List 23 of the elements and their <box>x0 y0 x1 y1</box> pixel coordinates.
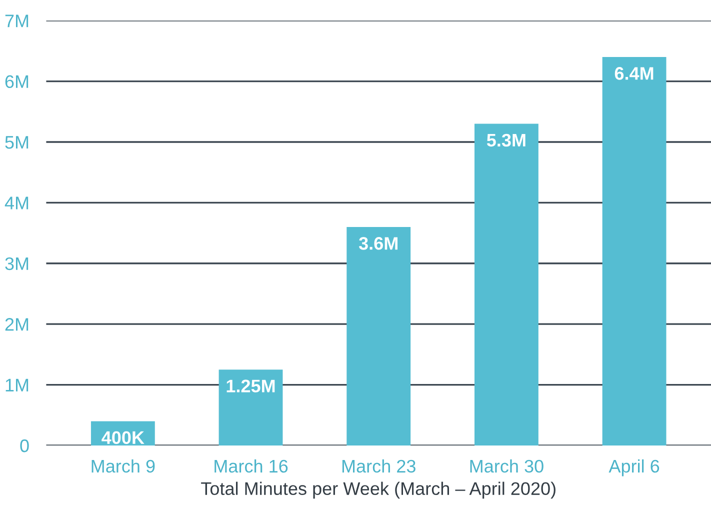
data-label: 3.6M <box>358 237 398 250</box>
x-tick-label: March 23 <box>342 459 416 473</box>
bar <box>602 57 666 446</box>
x-tick-label: March 16 <box>214 459 288 473</box>
x-tick-label: March 9 <box>92 459 155 473</box>
y-tick-label: 7M <box>5 14 28 28</box>
y-tick-label: 5M <box>5 136 28 149</box>
y-tick-label: 6M <box>5 75 28 88</box>
y-tick-label: 1M <box>6 378 28 392</box>
data-label: 6.4M <box>614 67 654 80</box>
y-tick-label: 0 <box>20 439 29 452</box>
y-tick-label: 2M <box>5 318 28 331</box>
data-label: 400K <box>102 431 144 444</box>
x-tick-label: April 6 <box>608 459 660 476</box>
x-axis-title: Total Minutes per Week (March – April 2020) <box>201 482 556 499</box>
bar <box>218 370 283 446</box>
data-label: 5.3M <box>486 134 526 147</box>
y-tick-label: 3M <box>5 257 28 270</box>
x-tick-label: March 30 <box>470 459 544 473</box>
bar <box>346 226 411 446</box>
y-tick-label: 4M <box>4 196 28 210</box>
data-label: 1.25M <box>226 380 275 392</box>
bar <box>474 124 538 446</box>
